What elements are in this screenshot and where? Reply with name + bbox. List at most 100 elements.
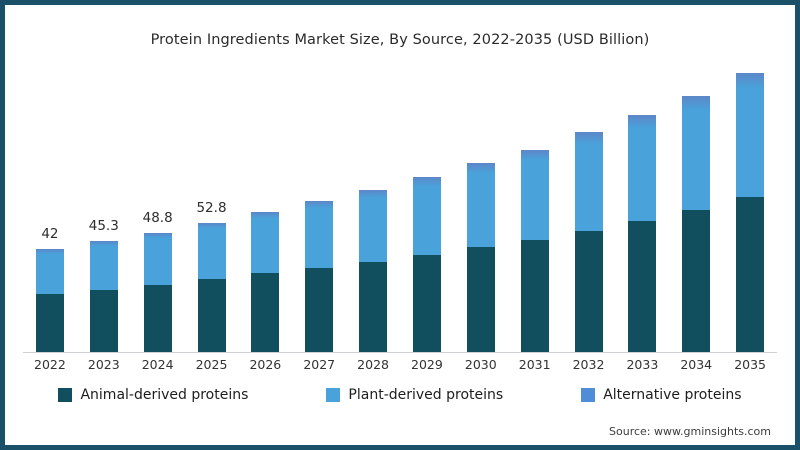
- legend-item-plant-derived-proteins: Plant-derived proteins: [326, 387, 503, 403]
- stacked-bar: [736, 72, 765, 352]
- bar-segment-animal-derived-proteins: [574, 230, 603, 352]
- bar-column-2022: 42: [23, 58, 77, 352]
- bar-segment-plant-derived-proteins: [628, 127, 657, 221]
- bar-segment-alternative-proteins: [412, 177, 441, 187]
- bar-segment-plant-derived-proteins: [359, 197, 388, 262]
- bar-column-2028: [346, 58, 400, 352]
- stacked-bar: [466, 162, 495, 352]
- bar-segment-alternative-proteins: [89, 241, 118, 247]
- bar-segment-alternative-proteins: [628, 114, 657, 128]
- bar-column-2023: 45.3: [77, 58, 131, 352]
- x-tick-label-2025: 2025: [195, 357, 228, 372]
- bar-column-2027: [292, 58, 346, 352]
- legend-swatch-icon: [581, 388, 596, 402]
- x-axis-labels: 2022 2023 2024 2025 2026 2027 2028 2029 2030 2031…: [23, 357, 777, 372]
- bar-segment-plant-derived-proteins: [466, 172, 495, 247]
- bar-segment-alternative-proteins: [35, 249, 64, 255]
- bar-column-2029: [400, 58, 454, 352]
- bar-segment-alternative-proteins: [682, 95, 711, 111]
- bar-segment-animal-derived-proteins: [305, 268, 334, 352]
- stacked-bar: [574, 132, 603, 352]
- bar-segment-alternative-proteins: [466, 162, 495, 173]
- bar-segment-alternative-proteins: [197, 222, 226, 229]
- bar-column-2025: 52.8: [185, 58, 239, 352]
- bar-column-2032: [562, 58, 616, 352]
- bar-segment-plant-derived-proteins: [197, 228, 226, 280]
- x-tick-label-2028: 2028: [357, 357, 389, 372]
- bar-column-2033: [615, 58, 669, 352]
- bar-segment-animal-derived-proteins: [359, 261, 388, 352]
- x-tick-label-2033: 2033: [626, 357, 659, 372]
- stacked-bar: [35, 249, 64, 352]
- bar-segment-plant-derived-proteins: [574, 144, 603, 231]
- x-tick-label-2026: 2026: [249, 357, 282, 372]
- bar-segment-animal-derived-proteins: [466, 246, 495, 352]
- bar-segment-plant-derived-proteins: [412, 186, 441, 255]
- bar-segment-plant-derived-proteins: [89, 246, 118, 290]
- bar-column-2031: [508, 58, 562, 352]
- x-tick-label-2030: 2030: [464, 357, 497, 372]
- x-tick-label-2032: 2032: [572, 357, 605, 372]
- legend-item-animal-derived-proteins: Animal-derived proteins: [58, 387, 248, 403]
- bar-segment-animal-derived-proteins: [682, 209, 711, 352]
- bar-segment-alternative-proteins: [520, 149, 549, 161]
- stacked-bar: [305, 200, 334, 352]
- bar-column-2035: [723, 58, 777, 352]
- bar-segment-plant-derived-proteins: [736, 87, 765, 197]
- stacked-bar: [628, 114, 657, 352]
- stacked-bar: [251, 211, 280, 352]
- bar-segment-alternative-proteins: [574, 132, 603, 145]
- bar-segment-animal-derived-proteins: [197, 279, 226, 352]
- bar-segment-alternative-proteins: [251, 211, 280, 219]
- bar-segment-alternative-proteins: [736, 72, 765, 88]
- chart-title: Protein Ingredients Market Size, By Sour…: [150, 32, 650, 48]
- bar-segment-animal-derived-proteins: [251, 273, 280, 352]
- x-tick-label-2024: 2024: [141, 357, 174, 372]
- bar-total-label: 52.8: [196, 199, 227, 216]
- x-tick-label-2022: 2022: [34, 357, 66, 372]
- chart-legend: Animal-derived proteins Plant-derived pro…: [5, 387, 795, 403]
- source-attribution: Source: www.gminsights.com: [609, 425, 771, 438]
- bar-segment-alternative-proteins: [359, 189, 388, 198]
- bar-segment-alternative-proteins: [143, 232, 172, 238]
- bar-column-2024: 48.8: [131, 58, 185, 352]
- legend-label: Plant-derived proteins: [348, 387, 504, 403]
- stacked-bar: [89, 241, 118, 352]
- stacked-bar: [359, 189, 388, 352]
- bar-segment-plant-derived-proteins: [305, 208, 334, 268]
- bar-segment-plant-derived-proteins: [520, 160, 549, 240]
- bar-column-2026: [238, 58, 292, 352]
- bar-segment-alternative-proteins: [305, 200, 334, 208]
- bar-segment-plant-derived-proteins: [251, 218, 280, 274]
- legend-item-alternative-proteins: Alternative proteins: [581, 387, 742, 403]
- x-tick-label-2027: 2027: [303, 357, 336, 372]
- x-tick-label-2023: 2023: [87, 357, 120, 372]
- bar-segment-animal-derived-proteins: [628, 220, 657, 352]
- bar-column-2030: [454, 58, 508, 352]
- x-tick-label-2031: 2031: [518, 357, 551, 372]
- stacked-bar: [520, 149, 549, 352]
- bar-total-label: 45.3: [88, 218, 119, 235]
- bar-segment-animal-derived-proteins: [412, 254, 441, 352]
- bar-chart-plot-area: 42 45.3 48.8 52.8: [23, 58, 777, 353]
- bar-segment-animal-derived-proteins: [143, 284, 172, 352]
- bar-segment-animal-derived-proteins: [520, 239, 549, 352]
- bar-total-label: 48.8: [142, 209, 173, 226]
- bar-total-label: 42: [41, 226, 59, 243]
- legend-swatch-icon: [326, 388, 341, 402]
- bar-segment-animal-derived-proteins: [89, 289, 118, 352]
- stacked-bar: [197, 222, 226, 352]
- bar-segment-animal-derived-proteins: [736, 196, 765, 352]
- stacked-bar: [412, 177, 441, 352]
- x-tick-label-2034: 2034: [680, 357, 713, 372]
- bar-segment-plant-derived-proteins: [682, 110, 711, 210]
- legend-label: Animal-derived proteins: [80, 387, 249, 403]
- legend-swatch-icon: [58, 388, 73, 402]
- legend-label: Alternative proteins: [603, 387, 742, 403]
- x-tick-label-2035: 2035: [734, 357, 766, 372]
- bar-segment-animal-derived-proteins: [35, 294, 64, 352]
- stacked-bar: [682, 95, 711, 352]
- bar-segment-plant-derived-proteins: [35, 254, 64, 295]
- stacked-bar: [143, 232, 172, 352]
